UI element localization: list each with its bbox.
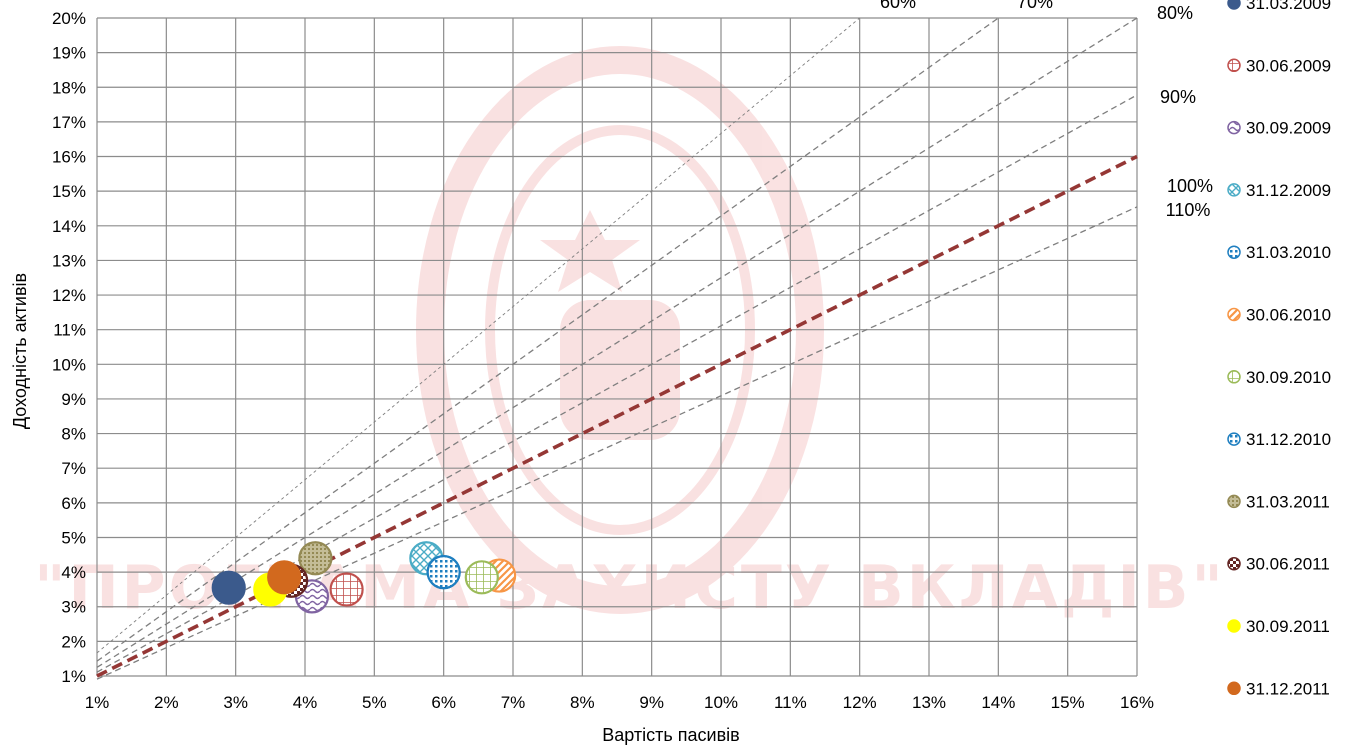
y-tick-label: 10% [52,355,86,374]
x-tick-label: 5% [362,693,387,712]
legend-entry-label: 31.12.2009 [1246,181,1331,200]
reference-line-label: 80% [1157,3,1193,23]
y-axis-title: Доходність активів [10,273,30,429]
y-tick-label: 4% [61,563,86,582]
legend-marker [1227,494,1241,509]
legend-entry-label: 31.12.2011 [1246,679,1330,698]
legend-marker [1227,307,1241,322]
y-tick-label: 19% [52,44,86,63]
data-point [464,560,499,595]
data-point [211,570,246,605]
x-tick-label: 11% [774,693,807,712]
legend-marker [1227,370,1241,384]
x-tick-label: 3% [223,693,248,712]
x-tick-label: 14% [981,693,1015,712]
legend-marker [1227,120,1241,135]
reference-line [96,17,1138,668]
legend-entry-label: 31.12.2010 [1246,430,1331,449]
y-tick-label: 17% [52,113,86,132]
y-tick-label: 2% [61,632,86,651]
x-tick-label: 1% [85,693,110,712]
y-tick-label: 1% [61,667,86,686]
legend-entry-label: 30.06.2010 [1246,306,1331,325]
y-tick-label: 8% [61,425,86,444]
y-tick-label: 16% [52,148,86,167]
legend-entry-label: 30.06.2011 [1246,555,1330,574]
legend-marker [1227,0,1241,10]
y-tick-label: 5% [61,528,86,547]
y-tick-label: 9% [61,390,86,409]
y-tick-label: 11% [53,321,86,340]
legend-entry-label: 30.09.2010 [1246,368,1331,387]
data-points [211,541,517,614]
legend-entry-label: 31.03.2011 [1246,492,1330,511]
legend: 31.03.2009 30.06.2009 30.09.2009 31.12.2009… [1227,0,1331,698]
x-axis-title: Вартість пасивів [602,725,739,745]
legend-entry-label: 31.03.2009 [1246,0,1331,13]
y-tick-label: 13% [52,251,86,270]
legend-marker [1227,245,1241,259]
legend-entry-label: 30.09.2011 [1246,617,1330,636]
legend-entry-label: 31.03.2010 [1246,243,1331,262]
y-tick-label: 3% [61,598,86,617]
legend-entry-label: 30.09.2009 [1246,119,1331,138]
x-tick-label: 7% [501,693,526,712]
y-tick-label: 7% [61,459,86,478]
legend-marker [1227,619,1241,633]
x-tick-label: 13% [912,693,946,712]
x-tick-label: 12% [843,693,877,712]
y-tick-label: 18% [52,78,86,97]
reference-line-label: 60% [880,0,916,12]
y-tick-label: 6% [61,494,86,513]
x-tick-label: 9% [639,693,664,712]
reference-line-label: 100% [1167,176,1213,196]
x-tick-label: 10% [704,693,738,712]
legend-entry-label: 30.06.2009 [1246,56,1331,75]
data-point [329,572,364,607]
watermark: "ПРОГРАМА ЗАХИСТУ ВКЛАДІВ" [34,46,1223,623]
x-tick-label: 16% [1120,693,1154,712]
reference-line [96,17,999,662]
reference-line-label: 90% [1160,87,1196,107]
x-tick-label: 6% [431,693,456,712]
legend-marker [1227,58,1241,73]
y-tick-label: 20% [52,9,86,28]
x-tick-label: 4% [293,693,318,712]
x-tick-label: 8% [570,693,595,712]
legend-marker [1227,556,1241,571]
reference-line-label: 70% [1017,0,1053,12]
x-tick-label: 2% [154,693,179,712]
y-tick-label: 15% [52,182,86,201]
y-tick-label: 12% [52,286,86,305]
legend-marker [1227,432,1241,446]
reference-line-label: 110% [1166,200,1211,220]
reference-line [96,94,1138,673]
legend-marker [1227,681,1241,696]
data-point [426,555,461,590]
axes: 1% 2% 3% 4% 5% 6% 7% 8% 9% 10% 11% 12% 13% 14% 15% 16% 1… [52,9,1154,712]
data-point [267,560,302,595]
y-tick-label: 14% [52,217,86,236]
legend-marker [1227,183,1241,197]
x-tick-label: 15% [1051,693,1085,712]
data-point [298,541,333,576]
